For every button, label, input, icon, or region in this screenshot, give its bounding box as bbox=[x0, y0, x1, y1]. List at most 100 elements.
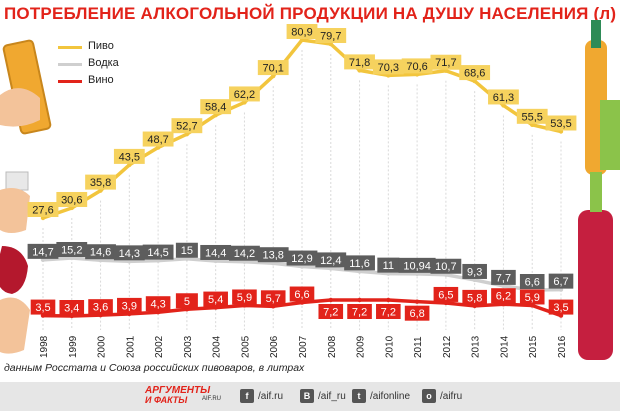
label-vodka-2002: 14,5 bbox=[142, 244, 174, 260]
svg-text:10,94: 10,94 bbox=[403, 260, 431, 272]
label-beer-1999: 30,6 bbox=[56, 191, 88, 207]
svg-text:13,8: 13,8 bbox=[263, 250, 284, 262]
label-vodka-2015: 6,6 bbox=[519, 274, 545, 289]
label-beer-2004: 58,4 bbox=[200, 99, 232, 115]
label-beer-2003: 52,7 bbox=[171, 118, 203, 134]
svg-text:5,7: 5,7 bbox=[266, 293, 281, 305]
facebook-icon: f bbox=[240, 389, 254, 403]
label-vodka-1998: 14,7 bbox=[27, 243, 59, 259]
x-tick-2000: 2000 bbox=[97, 335, 108, 358]
social-label-facebook: /aif.ru bbox=[258, 390, 284, 402]
svg-text:7,2: 7,2 bbox=[381, 307, 396, 319]
svg-text:62,2: 62,2 bbox=[234, 89, 255, 101]
label-beer-2005: 62,2 bbox=[229, 86, 260, 102]
label-beer-2008: 79,7 bbox=[315, 28, 347, 44]
label-beer-2009: 71,8 bbox=[344, 54, 375, 70]
label-beer-2015: 55,5 bbox=[516, 108, 548, 124]
x-tick-2008: 2008 bbox=[327, 335, 338, 358]
x-tick-2004: 2004 bbox=[212, 335, 223, 358]
svg-text:14,3: 14,3 bbox=[119, 248, 140, 260]
svg-text:53,5: 53,5 bbox=[550, 118, 571, 130]
svg-text:7,2: 7,2 bbox=[352, 307, 367, 319]
legend-swatch-vodka bbox=[58, 63, 82, 66]
social-link-twitter[interactable]: t /aifonline bbox=[352, 388, 410, 404]
legend-swatch-wine bbox=[58, 80, 82, 83]
x-tick-2003: 2003 bbox=[183, 335, 194, 358]
svg-text:6,8: 6,8 bbox=[409, 308, 424, 320]
x-axis: 1998 1999 2000 2001 2002 2003 2004 2005 2006 2007… bbox=[39, 335, 568, 358]
x-tick-2011: 2011 bbox=[413, 336, 424, 358]
label-vodka-2010: 11 bbox=[377, 257, 400, 273]
label-vodka-2004: 14,4 bbox=[200, 244, 232, 260]
label-wine-2008: 7,2 bbox=[318, 304, 344, 319]
label-vodka-2007: 12,9 bbox=[286, 250, 318, 266]
x-tick-1999: 1999 bbox=[68, 335, 79, 358]
label-wine-2003: 5 bbox=[175, 293, 198, 309]
svg-text:5,9: 5,9 bbox=[525, 292, 540, 304]
legend-label-wine: Вино bbox=[88, 74, 114, 86]
brand-logo[interactable]: АРГУМЕНТЫ И ФАКТЫ AIF.RU bbox=[145, 385, 225, 407]
social-label-vk: /aif_ru bbox=[318, 390, 346, 402]
label-vodka-2013: 9,3 bbox=[462, 263, 487, 279]
label-vodka-2012: 10,7 bbox=[430, 258, 462, 274]
label-wine-2016: 3,5 bbox=[548, 299, 574, 315]
label-wine-2000: 3,6 bbox=[88, 299, 113, 315]
svg-text:70,3: 70,3 bbox=[378, 62, 399, 74]
vk-icon: В bbox=[300, 389, 314, 403]
legend-item-vodka: Водка bbox=[58, 57, 178, 71]
svg-text:43,5: 43,5 bbox=[119, 151, 140, 163]
social-link-vk[interactable]: В /aif_ru bbox=[300, 388, 346, 404]
svg-text:5: 5 bbox=[184, 296, 190, 308]
legend-item-wine: Вино bbox=[58, 74, 178, 88]
label-vodka-2003: 15 bbox=[175, 242, 198, 258]
label-wine-1999: 3,4 bbox=[59, 300, 85, 315]
social-link-facebook[interactable]: f /aif.ru bbox=[240, 388, 283, 404]
label-vodka-2009: 11,6 bbox=[344, 255, 375, 271]
label-wine-2004: 5,4 bbox=[203, 291, 228, 307]
x-tick-2014: 2014 bbox=[499, 335, 510, 358]
label-beer-1998: 27,6 bbox=[27, 202, 59, 217]
label-beer-2013: 68,6 bbox=[459, 65, 491, 81]
value-labels: 27,6 30,6 35,8 43,5 48,7 52,7 58,4 62,2 70,1 80,9… bbox=[27, 24, 577, 321]
label-vodka-2011: 10,94 bbox=[398, 257, 436, 273]
social-link-odnoklassniki[interactable]: о /aifru bbox=[422, 388, 462, 404]
label-vodka-1999: 15,2 bbox=[56, 242, 88, 257]
brand-url: AIF.RU bbox=[202, 396, 222, 402]
svg-text:27,6: 27,6 bbox=[32, 205, 53, 217]
svg-text:12,4: 12,4 bbox=[320, 255, 341, 267]
svg-text:79,7: 79,7 bbox=[320, 31, 341, 43]
svg-text:71,7: 71,7 bbox=[435, 57, 456, 69]
brand-line-1: АРГУМЕНТЫ bbox=[145, 385, 211, 396]
label-wine-2015: 5,9 bbox=[519, 289, 545, 305]
label-wine-2014: 6,2 bbox=[491, 288, 516, 304]
label-beer-2012: 71,7 bbox=[430, 54, 462, 70]
svg-text:3,4: 3,4 bbox=[64, 303, 79, 315]
label-beer-2000: 35,8 bbox=[85, 174, 116, 190]
svg-text:15: 15 bbox=[181, 245, 193, 257]
svg-text:3,5: 3,5 bbox=[553, 302, 568, 314]
svg-text:10,7: 10,7 bbox=[435, 261, 456, 273]
social-label-twitter: /aifonline bbox=[370, 390, 411, 402]
label-vodka-2014: 7,7 bbox=[491, 269, 516, 285]
label-wine-2007: 6,6 bbox=[289, 286, 315, 302]
x-tick-2010: 2010 bbox=[384, 335, 395, 358]
x-tick-1998: 1998 bbox=[39, 335, 50, 358]
point-wine-2010 bbox=[386, 297, 391, 303]
svg-text:61,3: 61,3 bbox=[493, 92, 514, 104]
label-wine-2009: 7,2 bbox=[347, 304, 372, 319]
consumption-chart: 27,6 30,6 35,8 43,5 48,7 52,7 58,4 62,2 70,1 80,9… bbox=[0, 20, 620, 360]
svg-text:35,8: 35,8 bbox=[90, 177, 111, 189]
odnoklassniki-icon: о bbox=[422, 389, 436, 403]
social-label-odnoklassniki: /aifru bbox=[440, 390, 463, 402]
svg-text:14,4: 14,4 bbox=[205, 247, 226, 259]
svg-text:7,2: 7,2 bbox=[323, 307, 338, 319]
svg-text:70,6: 70,6 bbox=[406, 61, 427, 73]
svg-text:3,6: 3,6 bbox=[93, 302, 108, 314]
label-beer-2011: 70,6 bbox=[401, 58, 433, 74]
label-vodka-2016: 6,7 bbox=[548, 273, 574, 289]
x-tick-2006: 2006 bbox=[269, 335, 280, 358]
point-wine-2009 bbox=[357, 297, 362, 303]
brand-line-2: И ФАКТЫ bbox=[145, 395, 188, 405]
svg-text:6,2: 6,2 bbox=[496, 291, 511, 303]
label-vodka-2008: 12,4 bbox=[315, 252, 347, 268]
